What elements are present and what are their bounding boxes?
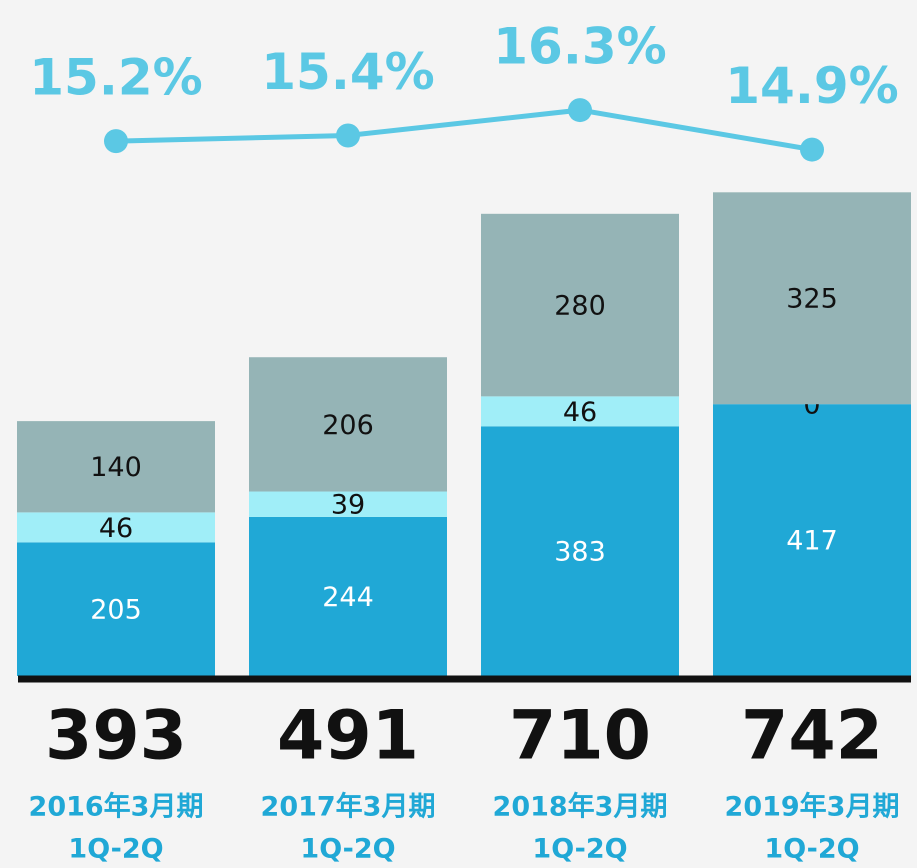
segment-label: 206 (322, 410, 374, 441)
x-tick-label: 2018年3月期 (493, 791, 668, 823)
bar-segment (17, 421, 215, 513)
total-label: 393 (45, 697, 187, 776)
segment-label: 417 (786, 526, 838, 557)
x-tick-label: 2019年3月期 (725, 791, 900, 823)
line-label: 15.4% (261, 43, 434, 101)
bar-segment (481, 426, 679, 676)
x-tick-label: 2017年3月期 (261, 791, 436, 823)
bar-segment (17, 542, 215, 676)
bar-segment (17, 512, 215, 543)
bar-segment (481, 213, 679, 397)
segment-label: 383 (554, 537, 606, 568)
x-tick-label: 1Q-2Q (68, 834, 163, 865)
x-tick-label: 2016年3月期 (29, 791, 204, 823)
segment-label: 140 (90, 452, 142, 483)
x-tick-label: 1Q-2Q (300, 834, 395, 865)
x-tick-label: 1Q-2Q (532, 834, 627, 865)
line-label: 15.2% (29, 49, 202, 107)
total-label: 491 (277, 697, 419, 776)
bar-segment (249, 516, 447, 676)
segment-label: 46 (563, 397, 597, 428)
line-point (336, 123, 360, 148)
bar-segment (481, 396, 679, 427)
bar-segment (713, 192, 911, 405)
line-point (104, 129, 128, 154)
bar-segment (713, 404, 911, 676)
line-point (800, 137, 824, 162)
total-label: 742 (741, 697, 883, 776)
segment-label: 280 (554, 291, 606, 322)
total-label: 710 (509, 697, 651, 776)
segment-label: 244 (322, 582, 374, 613)
bar-segment (249, 491, 447, 517)
line (115, 107, 813, 153)
line-point (568, 98, 592, 123)
bar-segment (249, 357, 447, 492)
line-label: 16.3% (493, 18, 666, 76)
segment-label: 205 (90, 595, 142, 626)
segment-label: 39 (331, 490, 365, 521)
segment-label: 46 (99, 513, 133, 544)
x-tick-label: 1Q-2Q (764, 834, 859, 865)
line-label: 14.9% (725, 57, 898, 115)
segment-label: 325 (786, 284, 838, 315)
